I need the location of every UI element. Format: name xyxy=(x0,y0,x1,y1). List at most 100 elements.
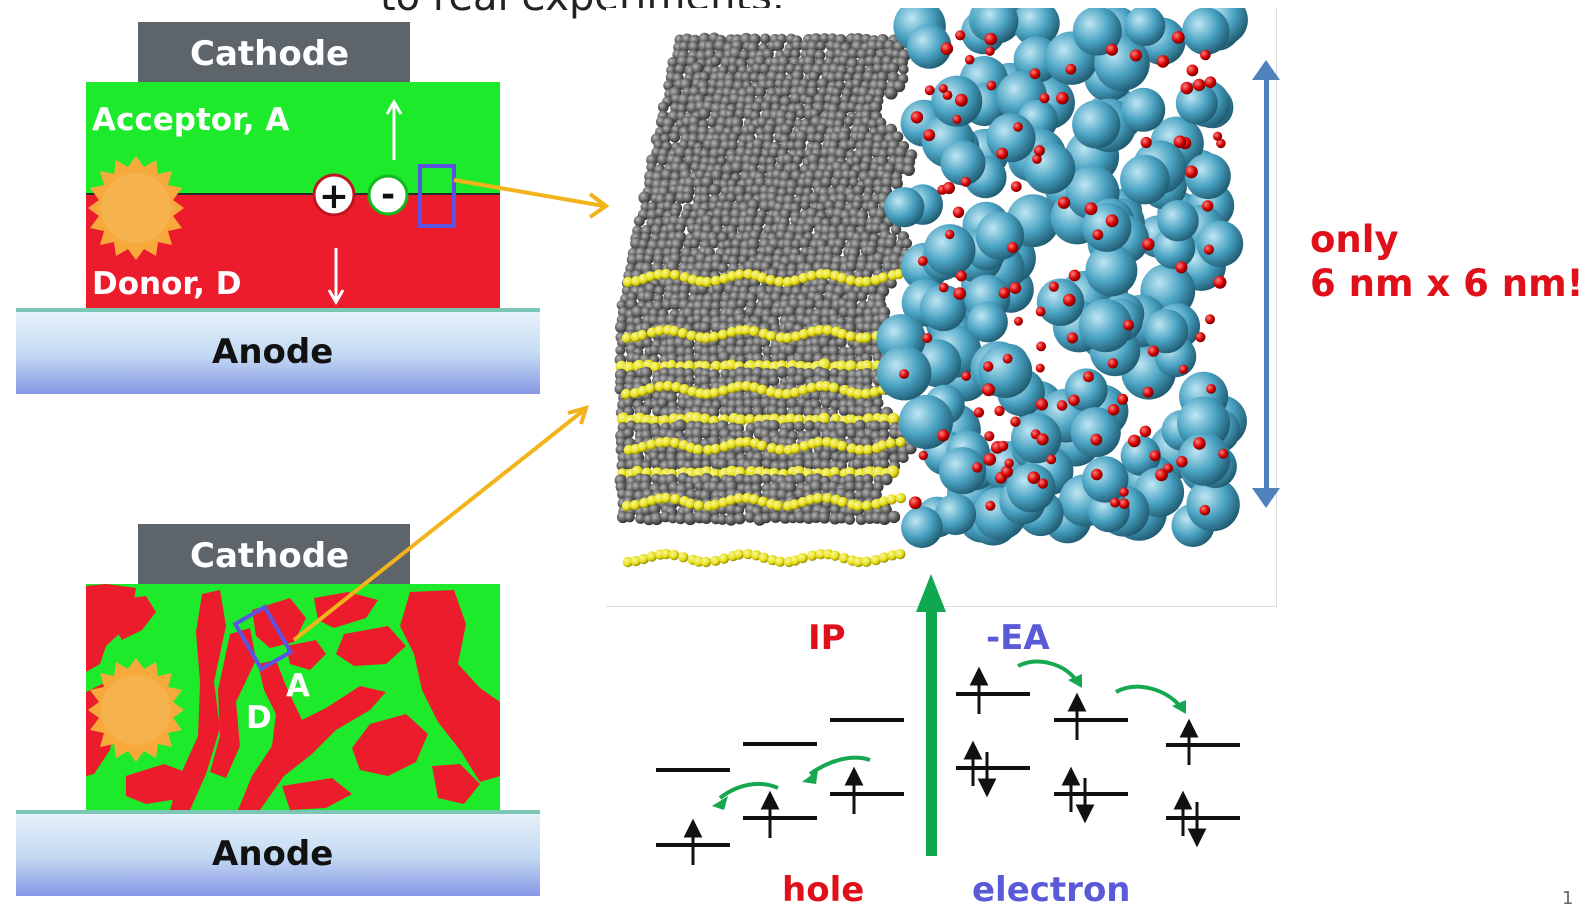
carbon-atom xyxy=(727,64,739,75)
carbon-atom xyxy=(879,420,890,432)
sulfur-atom xyxy=(870,554,882,566)
carbon-atom xyxy=(707,117,718,128)
oxygen-atom xyxy=(996,147,1009,160)
oxygen-atom xyxy=(1004,458,1014,468)
fullerene-molecule xyxy=(906,24,952,69)
carbon-atom xyxy=(745,292,758,304)
oxygen-atom xyxy=(1009,282,1022,294)
carbon-atom xyxy=(717,147,728,158)
carbon-atom xyxy=(650,458,662,470)
carbon-atom xyxy=(709,238,720,249)
carbon-atom xyxy=(856,216,868,229)
carbon-atom xyxy=(835,336,847,348)
bulk-heterojunction-device-diagram: Cathode D A Anode xyxy=(14,514,544,902)
carbon-atom xyxy=(845,260,858,273)
carbon-atom xyxy=(809,480,823,494)
oxygen-atom xyxy=(1117,393,1129,405)
oxygen-atom xyxy=(982,383,996,397)
carbon-atom xyxy=(676,103,688,114)
svg-text:-: - xyxy=(381,175,395,215)
sulfur-atom xyxy=(878,496,889,507)
oxygen-atom xyxy=(1178,364,1189,374)
oxygen-atom xyxy=(1140,136,1152,149)
sulfur-atom xyxy=(877,440,888,451)
acceptor-label: Acceptor, A xyxy=(92,102,290,138)
carbon-atom xyxy=(891,177,903,190)
carbon-atom xyxy=(818,335,831,349)
sulfur-atom xyxy=(845,275,856,286)
sulfur-atom xyxy=(854,444,865,456)
carbon-atom xyxy=(865,245,877,258)
fullerene-molecule xyxy=(1085,244,1138,297)
carbon-atom xyxy=(708,183,721,197)
interface-highlight-box xyxy=(232,604,294,672)
carbon-atom xyxy=(744,215,756,228)
carbon-atom xyxy=(819,459,832,472)
carbon-atom xyxy=(819,449,833,463)
carbon-atom xyxy=(616,459,628,472)
carbon-atom xyxy=(856,131,867,143)
ea-label: -EA xyxy=(986,618,1050,658)
sulfur-atom xyxy=(621,388,632,400)
carbon-atom xyxy=(701,176,714,189)
sulfur-atom xyxy=(887,412,900,425)
carbon-atom xyxy=(666,459,679,472)
sulfur-atom xyxy=(885,438,896,449)
carbon-atom xyxy=(836,427,848,439)
carbon-atom xyxy=(827,390,840,403)
sulfur-atom xyxy=(744,414,756,425)
sulfur-atom xyxy=(700,413,711,425)
carbon-atom xyxy=(772,39,785,52)
carbon-atom xyxy=(635,513,646,524)
oxygen-atom xyxy=(1156,55,1170,68)
carbon-atom xyxy=(886,277,897,289)
carbon-atom xyxy=(818,511,831,524)
oxygen-atom xyxy=(1218,448,1229,459)
oxygen-atom xyxy=(1149,450,1161,462)
oxygen-atom xyxy=(985,46,995,56)
fullerene-molecule xyxy=(974,0,1019,44)
fullerene-molecule xyxy=(901,506,943,548)
carbon-atom xyxy=(844,481,857,493)
carbon-atom xyxy=(854,419,867,432)
carbon-atom xyxy=(615,320,628,334)
sulfur-atom xyxy=(861,556,872,567)
fullerene-molecule xyxy=(1082,456,1129,503)
sulfur-atom xyxy=(726,326,738,338)
sulfur-atom xyxy=(757,272,768,283)
carbon-atom xyxy=(793,473,806,485)
sulfur-atom xyxy=(887,550,898,561)
carbon-atom xyxy=(624,512,635,523)
fullerene-molecule xyxy=(1121,87,1166,132)
carbon-atom xyxy=(734,473,747,486)
electron-label: electron xyxy=(972,870,1131,910)
oxygen-atom xyxy=(1065,63,1077,75)
carbon-atom xyxy=(691,436,703,447)
sulfur-atom xyxy=(814,325,825,336)
carbon-atom xyxy=(791,40,803,52)
page-number: 1 xyxy=(1562,888,1574,909)
carbon-atom xyxy=(776,488,789,502)
sulfur-atom xyxy=(726,438,737,450)
oxygen-atom xyxy=(1037,478,1049,489)
oxygen-atom xyxy=(1204,76,1217,88)
carbon-atom xyxy=(862,376,873,387)
sulfur-atom xyxy=(670,437,681,449)
sulfur-atom xyxy=(846,443,858,454)
oxygen-atom xyxy=(994,405,1005,417)
oxygen-atom xyxy=(1123,319,1134,331)
oxygen-atom xyxy=(938,84,948,93)
sulfur-atom xyxy=(805,494,816,505)
carbon-atom xyxy=(698,108,711,120)
sulfur-atom xyxy=(693,556,704,567)
sulfur-atom xyxy=(734,414,747,427)
fullerene-molecule xyxy=(1157,200,1199,242)
sun-icon xyxy=(88,658,184,762)
oxygen-atom xyxy=(1128,434,1141,448)
sulfur-atom xyxy=(772,500,784,511)
carbon-atom xyxy=(831,246,843,257)
sulfur-atom xyxy=(837,328,848,340)
sulfur-atom xyxy=(709,499,721,510)
carbon-atom xyxy=(780,123,793,136)
carbon-atom xyxy=(891,224,902,235)
